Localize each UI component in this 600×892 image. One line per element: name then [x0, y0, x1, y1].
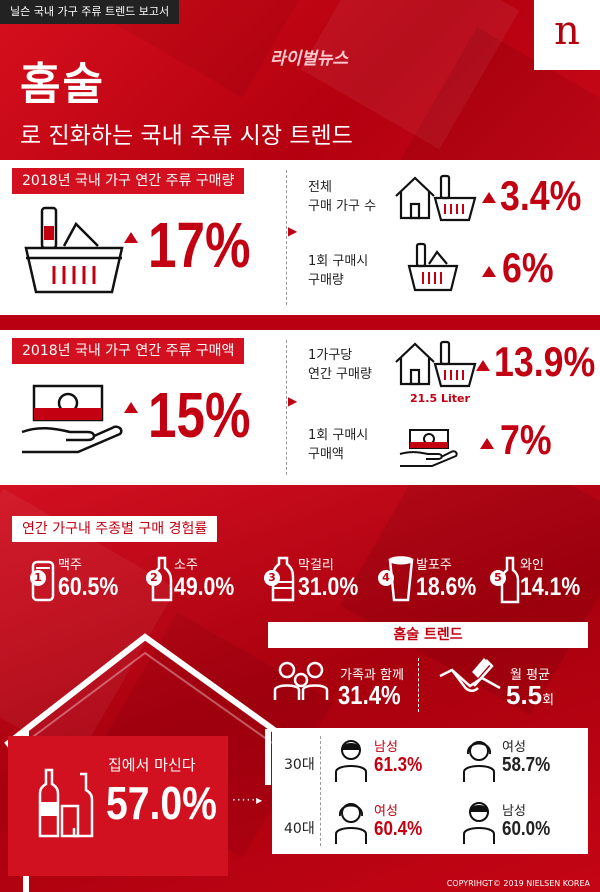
increase-arrow-icon	[476, 360, 490, 371]
monthly-unit: 회	[542, 693, 555, 708]
age-gender-box: 30대 40대 남성 61.3% 여성 58.7% 여성 60.4% 남성 60…	[272, 728, 588, 854]
beverage-name: 발포주	[416, 558, 452, 573]
increase-arrow-icon	[482, 192, 496, 203]
gender-label: 남성	[374, 740, 398, 755]
gender-label: 여성	[374, 804, 398, 819]
male-icon	[335, 740, 367, 782]
liters-sublabel: 21.5 Liter	[410, 392, 470, 405]
stat2-pct: 7%	[500, 416, 552, 463]
family-pct: 31.4%	[338, 680, 401, 710]
amount-panel: 2018년 국내 가구 연간 주류 구매액 15% ▶ 1가구당 연간 구매량 …	[0, 330, 600, 485]
basket-icon	[407, 242, 459, 292]
gender-pct: 60.0%	[502, 818, 551, 840]
rank-badge: 1	[30, 570, 46, 586]
dotted-arrow-icon: ·····▸	[232, 793, 264, 807]
header	[0, 0, 600, 160]
hand-money-icon	[21, 384, 123, 454]
report-tag: 닐슨 국내 가구 주류 트렌드 보고서	[0, 0, 180, 24]
beverage-name: 소주	[174, 558, 198, 573]
stat1-label: 1가구당 연간 구매량	[308, 346, 372, 384]
gender-label: 여성	[502, 740, 526, 755]
home-label: 집에서 마신다	[108, 756, 196, 774]
age-label-40s: 40대	[284, 821, 315, 837]
divider	[418, 658, 419, 712]
gender-label: 남성	[502, 804, 526, 819]
age-label-30s: 30대	[284, 757, 315, 773]
beverage-pct: 14.1%	[520, 573, 581, 601]
beer-glass-icon	[388, 556, 414, 602]
beverage-pct: 18.6%	[416, 573, 477, 601]
trend-title: 홈술 트렌드	[268, 622, 588, 648]
stat2-label: 1회 구매시 구매량	[308, 252, 368, 290]
stat1-label-line1: 1가구당	[308, 348, 353, 363]
handshake-bottle-icon	[439, 658, 501, 692]
stat2-label-line1: 1회 구매시	[308, 254, 369, 269]
house-basket-icon	[395, 340, 477, 388]
divider	[320, 736, 321, 846]
beverage-item: 맥주 60.5%	[58, 554, 129, 602]
page-subtitle: 로 진화하는 국내 주류 시장 트렌드	[20, 123, 353, 149]
chevron-right-icon: ▶	[288, 224, 298, 238]
bottles-glass-icon	[38, 768, 94, 838]
basket-bottle-icon	[24, 206, 124, 294]
family-label: 가족과 함께	[340, 668, 404, 683]
stat1-pct: 3.4%	[500, 172, 582, 219]
stat2-label-line2: 구매량	[308, 273, 344, 288]
increase-arrow-icon	[124, 402, 138, 413]
amount-label: 2018년 국내 가구 연간 주류 구매액	[12, 338, 245, 364]
beverage-item: 막걸리 31.0%	[298, 554, 369, 602]
stat1-label-line2: 구매 가구 수	[308, 199, 377, 214]
monthly-value: 5.5	[506, 680, 543, 710]
rank-badge: 2	[146, 570, 162, 586]
beverage-name: 와인	[520, 558, 544, 573]
beverage-item: 소주 49.0%	[174, 554, 245, 602]
press-watermark: 라이벌뉴스	[270, 49, 349, 69]
copyright: COPYRIHGT© 2019 NIELSEN KOREA	[446, 879, 590, 888]
gender-pct: 60.4%	[374, 818, 423, 840]
male-icon	[463, 802, 495, 844]
stat2-label-line1: 1회 구매시	[308, 428, 369, 443]
gender-pct: 61.3%	[374, 754, 423, 776]
increase-arrow-icon	[124, 232, 138, 243]
volume-pct: 17%	[148, 209, 251, 281]
stat1-label-line1: 전체	[308, 180, 332, 195]
rank-badge: 4	[378, 570, 394, 586]
beverage-name: 막걸리	[298, 558, 334, 573]
rank-badge: 3	[264, 570, 280, 586]
rank-badge: 5	[490, 570, 506, 586]
stat2-label-line2: 구매액	[308, 447, 344, 462]
divider	[286, 340, 287, 475]
stat2-label: 1회 구매시 구매액	[308, 426, 368, 464]
beverage-pct: 49.0%	[174, 573, 235, 601]
family-icon	[273, 661, 329, 700]
increase-arrow-icon	[482, 266, 496, 277]
divider	[286, 170, 287, 305]
beverage-pct: 60.5%	[58, 573, 119, 601]
stat1-pct: 13.9%	[494, 338, 596, 385]
volume-label: 2018년 국내 가구 연간 주류 구매량	[12, 168, 245, 194]
stat1-label: 전체 구매 가구 수	[308, 178, 376, 216]
home-pct: 57.0%	[106, 777, 217, 829]
increase-arrow-icon	[480, 438, 494, 449]
page-title: 홈술	[20, 59, 105, 110]
house-basket-icon	[395, 174, 477, 222]
beverage-row: 1 맥주 60.5% 2 소주 49.0% 3 막걸리 31.0% 4 발포주 18.6…	[16, 556, 590, 608]
beverage-name: 맥주	[58, 558, 82, 573]
female-icon	[463, 741, 495, 782]
gender-pct: 58.7%	[502, 754, 551, 776]
beverage-item: 발포주 18.6%	[416, 554, 487, 602]
beverage-pct: 31.0%	[298, 573, 359, 601]
monthly-value-wrap: 5.5회	[506, 680, 554, 711]
nielsen-logo: n	[534, 0, 600, 70]
female-icon	[335, 803, 367, 844]
amount-pct: 15%	[148, 379, 251, 451]
stat1-label-line2: 연간 구매량	[308, 367, 372, 382]
stat2-pct: 6%	[502, 244, 554, 291]
beverage-item: 와인 14.1%	[520, 554, 591, 602]
volume-panel: 2018년 국내 가구 연간 주류 구매량 17% ▶ 전체 구매 가구 수	[0, 160, 600, 315]
monthly-label: 월 평균	[510, 668, 551, 683]
experience-title: 연간 가구내 주종별 구매 경험률	[12, 516, 218, 542]
chevron-right-icon: ▶	[288, 394, 298, 408]
hand-money-icon	[399, 429, 458, 467]
